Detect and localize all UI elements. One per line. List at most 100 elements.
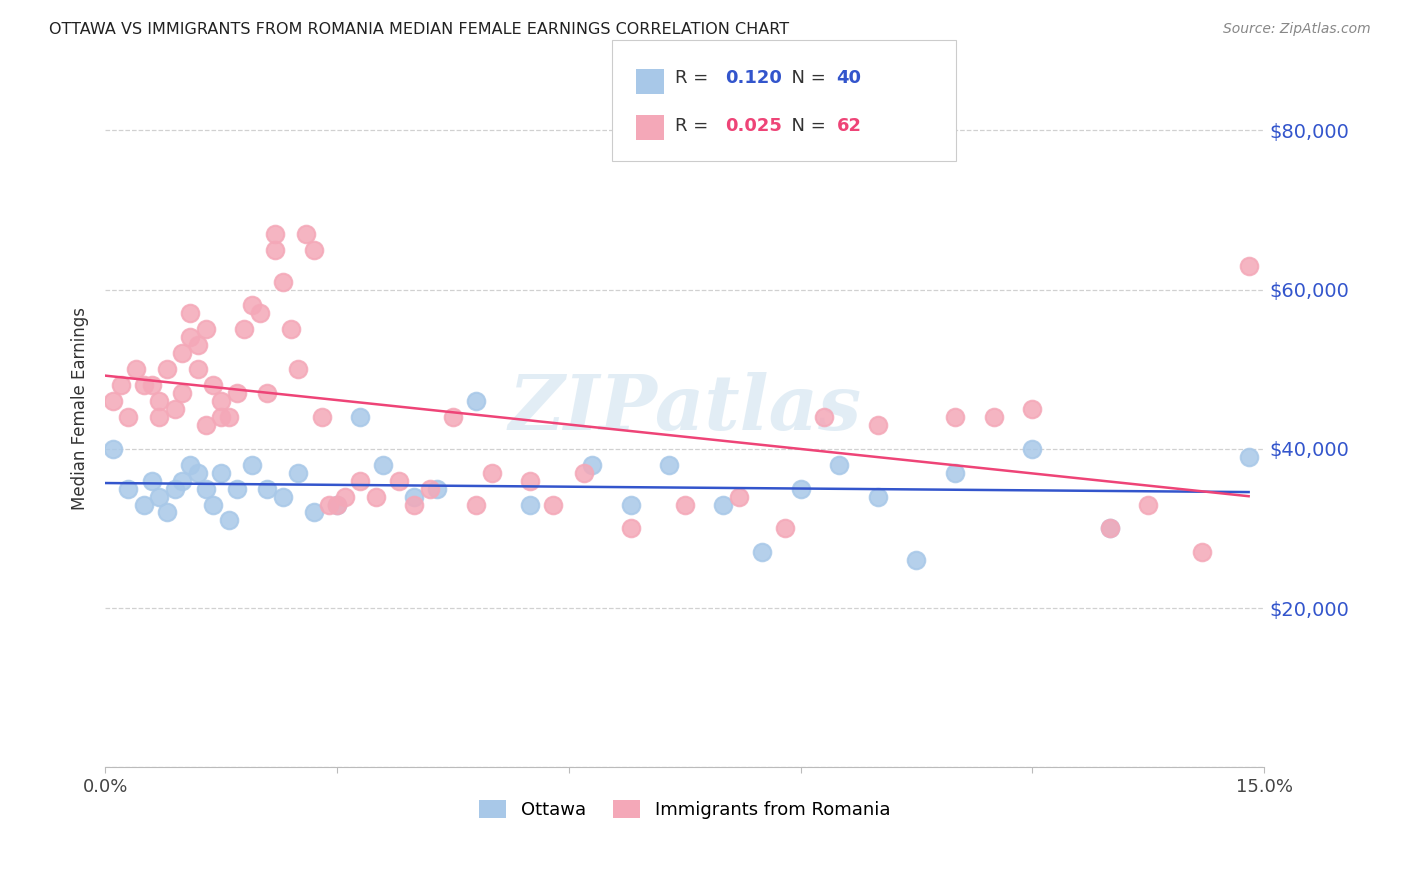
Point — [132, 498, 155, 512]
Point — [711, 498, 734, 512]
Point — [264, 243, 287, 257]
Point — [1137, 498, 1160, 512]
Point — [773, 521, 796, 535]
Point — [727, 490, 749, 504]
Point — [751, 545, 773, 559]
Text: N =: N = — [780, 117, 832, 135]
Point — [240, 298, 263, 312]
Point — [156, 506, 179, 520]
Point — [419, 482, 441, 496]
Point — [619, 498, 641, 512]
Point — [256, 386, 278, 401]
Point — [813, 409, 835, 424]
Point — [983, 409, 1005, 424]
Point — [828, 458, 851, 472]
Point — [264, 227, 287, 241]
Point — [117, 482, 139, 496]
Point — [519, 474, 541, 488]
Point — [218, 409, 240, 424]
Point — [1021, 442, 1043, 456]
Point — [326, 498, 349, 512]
Text: R =: R = — [675, 117, 714, 135]
Point — [574, 466, 596, 480]
Point — [271, 490, 294, 504]
Point — [179, 330, 201, 344]
Point — [1237, 259, 1260, 273]
Point — [256, 482, 278, 496]
Point — [1098, 521, 1121, 535]
Text: OTTAWA VS IMMIGRANTS FROM ROMANIA MEDIAN FEMALE EARNINGS CORRELATION CHART: OTTAWA VS IMMIGRANTS FROM ROMANIA MEDIAN… — [49, 22, 789, 37]
Point — [287, 466, 309, 480]
Point — [194, 417, 217, 432]
Point — [280, 322, 302, 336]
Point — [1191, 545, 1213, 559]
Point — [125, 362, 148, 376]
Point — [326, 498, 349, 512]
Text: Source: ZipAtlas.com: Source: ZipAtlas.com — [1223, 22, 1371, 37]
Point — [1098, 521, 1121, 535]
Point — [202, 498, 225, 512]
Point — [373, 458, 395, 472]
Point — [218, 513, 240, 527]
Text: ZIPatlas: ZIPatlas — [508, 372, 862, 446]
Y-axis label: Median Female Earnings: Median Female Earnings — [72, 308, 89, 510]
Point — [364, 490, 387, 504]
Point — [132, 378, 155, 392]
Point — [187, 466, 209, 480]
Text: 62: 62 — [837, 117, 862, 135]
Point — [225, 386, 247, 401]
Point — [866, 490, 889, 504]
Point — [209, 394, 232, 409]
Point — [225, 482, 247, 496]
Point — [481, 466, 503, 480]
Text: 0.120: 0.120 — [725, 70, 782, 87]
Point — [441, 409, 464, 424]
Point — [302, 243, 325, 257]
Legend: Ottawa, Immigrants from Romania: Ottawa, Immigrants from Romania — [472, 792, 897, 826]
Point — [194, 482, 217, 496]
Point — [543, 498, 565, 512]
Point — [233, 322, 256, 336]
Text: N =: N = — [780, 70, 832, 87]
Point — [943, 409, 966, 424]
Point — [148, 490, 170, 504]
Point — [163, 482, 186, 496]
Point — [172, 386, 194, 401]
Point — [187, 338, 209, 352]
Point — [673, 498, 696, 512]
Point — [249, 306, 271, 320]
Point — [404, 498, 426, 512]
Point — [943, 466, 966, 480]
Point — [789, 482, 811, 496]
Point — [240, 458, 263, 472]
Point — [202, 378, 225, 392]
Point — [101, 394, 124, 409]
Point — [581, 458, 603, 472]
Point — [295, 227, 318, 241]
Point — [141, 378, 163, 392]
Point — [148, 409, 170, 424]
Point — [905, 553, 928, 567]
Point — [333, 490, 356, 504]
Point — [271, 275, 294, 289]
Point — [302, 506, 325, 520]
Point — [179, 458, 201, 472]
Point — [426, 482, 449, 496]
Point — [619, 521, 641, 535]
Point — [163, 401, 186, 416]
Point — [465, 394, 488, 409]
Point — [287, 362, 309, 376]
Point — [866, 417, 889, 432]
Text: 40: 40 — [837, 70, 862, 87]
Point — [404, 490, 426, 504]
Point — [117, 409, 139, 424]
Point — [194, 322, 217, 336]
Point — [172, 346, 194, 360]
Point — [156, 362, 179, 376]
Point — [101, 442, 124, 456]
Point — [349, 474, 371, 488]
Point — [172, 474, 194, 488]
Point — [465, 498, 488, 512]
Point — [141, 474, 163, 488]
Point — [179, 306, 201, 320]
